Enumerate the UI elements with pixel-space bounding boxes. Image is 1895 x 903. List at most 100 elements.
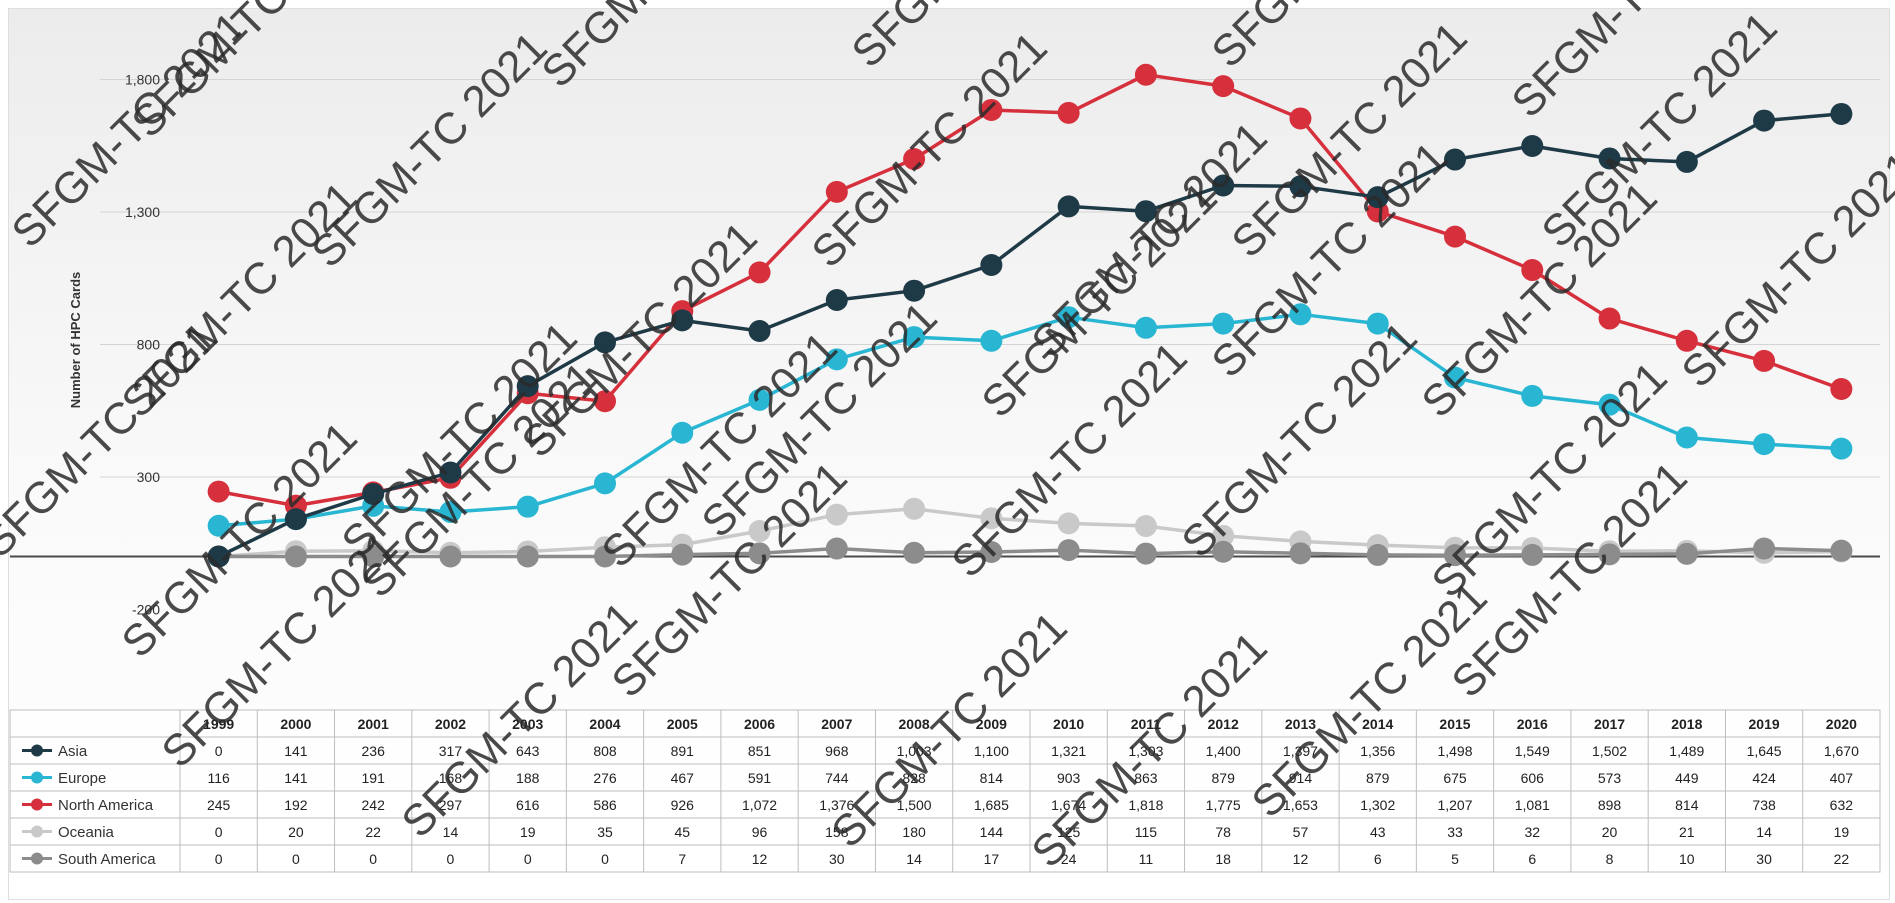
data-label: 1,500 [897,797,932,813]
data-point [1830,437,1853,460]
data-point [1753,433,1776,456]
data-label: 1,400 [1206,743,1241,759]
data-label: 1,376 [819,797,854,813]
data-point [439,461,462,484]
data-label: 1,498 [1437,743,1472,759]
x-tick-label: 2000 [280,716,311,732]
x-tick-label: 1999 [203,716,234,732]
x-tick-label: 2005 [667,716,698,732]
data-label: 5 [1451,851,1459,867]
data-label: 158 [825,824,849,840]
data-point [207,514,230,537]
watermark-text: SFGM-TC 2021 [1672,143,1895,397]
data-label: 591 [748,770,772,786]
watermark-text: SFGM-TC 2021 [532,0,786,97]
data-label: 30 [1756,851,1772,867]
data-label: 20 [1602,824,1618,840]
data-label: 606 [1521,770,1545,786]
data-point [825,537,848,560]
legend-label: North America [58,797,154,814]
data-label: 863 [1134,770,1158,786]
data-label: 643 [516,743,540,759]
data-point [1134,316,1157,339]
data-label: 57 [1293,824,1309,840]
data-point [980,507,1003,530]
series-asia [207,102,1853,568]
data-label: 141 [284,770,308,786]
data-label: 10 [1679,851,1695,867]
data-point [284,508,307,531]
legend-marker [31,771,43,784]
data-label: 276 [593,770,617,786]
data-label: 1,775 [1206,797,1241,813]
data-label: 18 [1215,851,1231,867]
data-point [748,520,771,543]
data-label: 467 [671,770,695,786]
data-point [594,390,616,413]
data-label: 0 [292,851,300,867]
data-point [980,254,1003,276]
data-point [1134,200,1157,223]
data-point [1212,524,1235,547]
data-point [980,540,1003,563]
data-label: 1,685 [974,797,1009,813]
table-row: Oceania 0 20 22 14 19 35 45 96 158 180 144 125 115 78 5… [22,824,1849,841]
data-point [594,331,616,354]
data-point [1598,543,1621,566]
data-label: 96 [752,824,768,840]
data-label: 35 [597,824,613,840]
data-point [1289,303,1312,326]
data-label: 78 [1215,824,1231,840]
data-label: 0 [447,851,455,867]
data-label: 191 [362,770,386,786]
data-label: 236 [362,743,386,759]
y-tick-label: 1,800 [125,72,160,88]
y-axis-label: Number of HPC Cards [68,272,83,409]
data-label: 14 [443,824,459,840]
data-point [1134,542,1157,565]
data-label: 11 [1139,851,1154,867]
data-point [1675,542,1698,565]
data-point [1521,543,1544,566]
series-line [218,507,1842,559]
x-tick-label: 2002 [435,716,466,732]
x-tick-label: 2012 [1208,716,1239,732]
x-tick-label: 2008 [899,716,930,732]
data-label: 7 [678,851,686,867]
data-point [1366,186,1389,209]
data-point [1753,109,1776,132]
data-point [1521,135,1544,158]
data-label: 1,003 [897,743,932,759]
data-label: 19 [520,824,536,840]
y-tick-label: 800 [137,337,161,353]
data-point [1057,512,1080,535]
data-label: 1,072 [742,797,777,813]
data-point [748,319,771,342]
x-tick-label: 2009 [976,716,1007,732]
legend-label: Europe [58,770,106,787]
data-label: 903 [1057,770,1081,786]
data-label: 1,207 [1437,797,1472,813]
data-point [825,503,848,526]
data-point [980,98,1003,121]
data-point [748,542,771,565]
y-tick-label: 300 [137,469,161,485]
data-point [1366,543,1389,566]
data-label: 6 [1528,851,1536,867]
data-point [1212,75,1235,98]
data-point [825,288,848,311]
x-tick-label: 2017 [1594,716,1625,732]
data-point [362,482,385,505]
data-label: 1,303 [1128,743,1163,759]
x-tick-label: 2001 [358,716,389,732]
data-point [1366,312,1389,335]
legend-marker [31,798,43,811]
data-label: 1,653 [1283,797,1318,813]
data-point [1830,539,1853,562]
data-label: 0 [524,851,532,867]
data-point [1289,175,1312,198]
data-point [903,541,926,564]
x-tick-label: 2003 [512,716,543,732]
data-label: 1,818 [1128,797,1163,813]
